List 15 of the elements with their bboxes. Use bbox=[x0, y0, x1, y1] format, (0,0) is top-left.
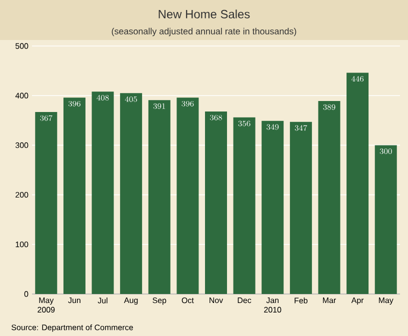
bar bbox=[205, 111, 228, 294]
bar bbox=[318, 101, 340, 294]
bar bbox=[120, 93, 142, 294]
bar bbox=[262, 120, 284, 294]
chart-title: New Home Sales bbox=[158, 10, 250, 18]
bar bbox=[374, 145, 397, 294]
bar bbox=[290, 122, 312, 294]
bar bbox=[233, 117, 256, 294]
bar bbox=[346, 72, 369, 294]
bar bbox=[35, 112, 58, 294]
chart-subtitle: (seasonally adjusted annual rate in thousands) bbox=[112, 28, 296, 36]
bar bbox=[92, 92, 114, 294]
bar bbox=[148, 100, 170, 294]
bar bbox=[63, 98, 86, 294]
bar bbox=[176, 98, 199, 294]
